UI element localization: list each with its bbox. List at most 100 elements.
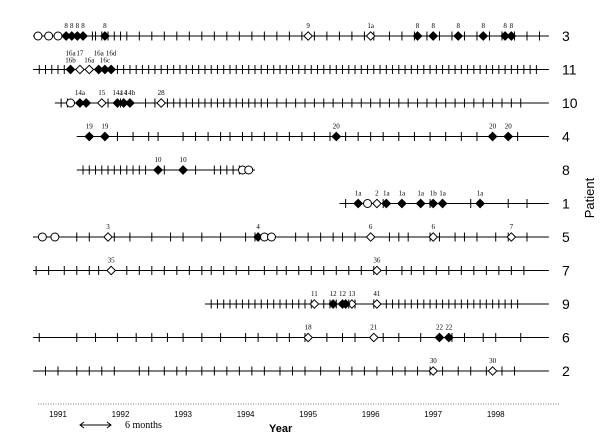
patient-label: 9 [562, 296, 570, 312]
filled-diamond [125, 98, 135, 108]
mark-label: 8 [503, 22, 507, 30]
patient-row-4: 19 19 20 20 20 4 [76, 123, 570, 145]
mark-label: 7 [510, 223, 514, 231]
patient-row-5: 3 4 6 6 7 5 [33, 223, 570, 245]
mark-label: 6 [431, 223, 435, 231]
open-diamond [106, 265, 117, 276]
filled-diamond [100, 131, 110, 142]
open-diamond [84, 64, 95, 75]
open-diamond [103, 232, 113, 242]
mark-label: 14 [120, 89, 128, 97]
patient-row-6: 18 21 22 22 6 [33, 324, 570, 346]
mark-label: 22 [436, 324, 444, 332]
patient-label: 2 [562, 363, 570, 379]
open-diamond [156, 98, 167, 108]
filled-diamond [397, 198, 407, 209]
open-circle [266, 232, 276, 242]
mark-label: 14a [75, 89, 86, 97]
mark-label: 16a [65, 50, 76, 58]
patient-row-7: 35 36 7 [33, 257, 570, 279]
mark-label: 1a [417, 190, 425, 198]
mark-label: 30 [430, 357, 438, 365]
patient-row-9: 11 12 12 13 419 [204, 290, 570, 312]
open-diamond [372, 198, 382, 209]
filled-diamond [81, 98, 92, 108]
scale-legend-label: 6 months [125, 420, 162, 431]
filled-diamond [153, 165, 163, 175]
mark-label: 6 [369, 223, 373, 231]
filled-diamond [331, 131, 342, 142]
mark-label: 19 [101, 123, 109, 131]
mark-label: 19 [86, 123, 94, 131]
open-diamond [368, 332, 379, 343]
mark-label: 8 [416, 22, 420, 30]
x-axis-title: Year [269, 423, 293, 435]
year-tick-label: 1997 [424, 410, 442, 419]
mark-label: 18 [305, 324, 313, 332]
open-diamond [487, 366, 498, 376]
open-diamond [372, 265, 382, 276]
mark-label: 8 [103, 22, 107, 30]
mark-label: 8 [70, 22, 74, 30]
open-circle [33, 31, 43, 41]
mark-label: 16c [100, 57, 110, 65]
filled-diamond [178, 165, 188, 175]
mark-label: 8 [76, 22, 80, 30]
patient-row-2: 30 30 2 [33, 357, 570, 379]
mark-label: 8 [456, 22, 460, 30]
y-axis-title: Patient [582, 177, 597, 218]
mark-label: 16d [106, 50, 117, 58]
mark-label: 14b [125, 89, 136, 97]
mark-label: 1a [399, 190, 407, 198]
filled-diamond [340, 299, 351, 309]
x-axis: 1991 1992 1993 1994 1995 1996 1997 1998 [38, 403, 560, 419]
filled-diamond [353, 198, 364, 209]
year-tick-label: 1996 [362, 410, 380, 419]
open-diamond [365, 232, 376, 242]
mark-label: 13 [348, 290, 356, 298]
mark-label: 8 [510, 22, 514, 30]
year-tick-label: 1993 [174, 410, 192, 419]
open-diamond [303, 31, 314, 41]
mark-label: 1a [355, 190, 363, 198]
mark-label: 8 [81, 22, 85, 30]
scale-legend: 6 months [79, 420, 162, 431]
mark-label: 3 [106, 223, 110, 231]
filled-diamond [434, 332, 445, 343]
filled-diamond [437, 198, 448, 209]
mark-label: 1b [430, 190, 438, 198]
patient-label: 5 [562, 229, 570, 245]
scale-arrow-left-head [79, 421, 85, 429]
mark-label: 16a [84, 57, 95, 65]
mark-label: 8 [481, 22, 485, 30]
mark-label: 41 [373, 290, 381, 298]
mark-label: 35 [108, 257, 116, 265]
open-circle [37, 232, 47, 242]
filled-diamond [506, 31, 517, 41]
mark-label: 12 [339, 290, 347, 298]
year-tick-label: 1994 [237, 410, 255, 419]
mark-label: 20 [489, 123, 497, 131]
filled-diamond [412, 31, 423, 41]
mark-label: 36 [373, 257, 381, 265]
patient-label: 7 [562, 263, 570, 279]
mark-label: 11 [311, 290, 318, 298]
filled-diamond [328, 299, 339, 309]
filled-diamond [478, 31, 489, 41]
open-circle [50, 232, 60, 242]
mark-label: 20 [505, 123, 513, 131]
filled-diamond [381, 198, 392, 209]
filled-diamond [453, 31, 464, 41]
mark-label: 28 [158, 89, 166, 97]
year-tick-label: 1998 [487, 410, 505, 419]
mark-label: 10 [155, 156, 163, 164]
mark-label: 16a [94, 50, 105, 58]
filled-diamond [443, 332, 454, 343]
filled-diamond [65, 64, 76, 75]
patient-label: 11 [562, 62, 577, 78]
year-tick-label: 1991 [49, 410, 67, 419]
mark-label: 15 [98, 89, 106, 97]
